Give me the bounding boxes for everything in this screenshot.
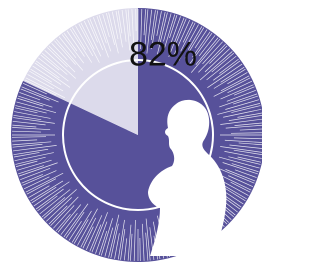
data-label: 82%: [129, 36, 197, 74]
page: {"chart_data": {"type": "pie", "values":…: [0, 0, 320, 266]
chart: 82%: [0, 0, 262, 266]
